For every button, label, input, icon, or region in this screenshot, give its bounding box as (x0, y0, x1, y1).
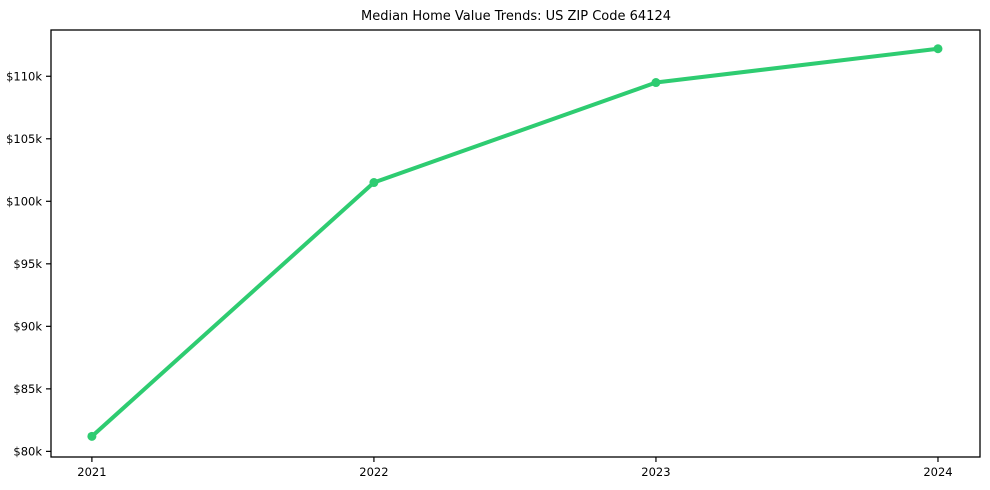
trend-line (89, 46, 940, 439)
data-point (87, 431, 97, 441)
plot-area: $80k $85k $90k $95k $100k $105k $110k 2021 2022 2… (6, 29, 981, 479)
x-tick-label: 2022 (359, 465, 388, 479)
y-tick-label: $80k (13, 444, 42, 458)
data-point (369, 178, 379, 188)
y-tick-label: $110k (6, 69, 42, 83)
plot-border (50, 29, 981, 458)
chart-title: Median Home Value Trends: US ZIP Code 64… (361, 9, 671, 24)
y-tick-label: $95k (13, 257, 42, 271)
y-tick-label: $85k (13, 382, 42, 396)
data-point (933, 44, 943, 54)
x-tick-label: 2024 (923, 465, 952, 479)
y-tick-label: $100k (6, 194, 42, 208)
data-point (651, 78, 661, 88)
y-tick-label: $105k (6, 132, 42, 146)
x-tick-label: 2023 (641, 465, 670, 479)
y-tick-label: $90k (13, 319, 42, 333)
x-tick-label: 2021 (77, 465, 106, 479)
